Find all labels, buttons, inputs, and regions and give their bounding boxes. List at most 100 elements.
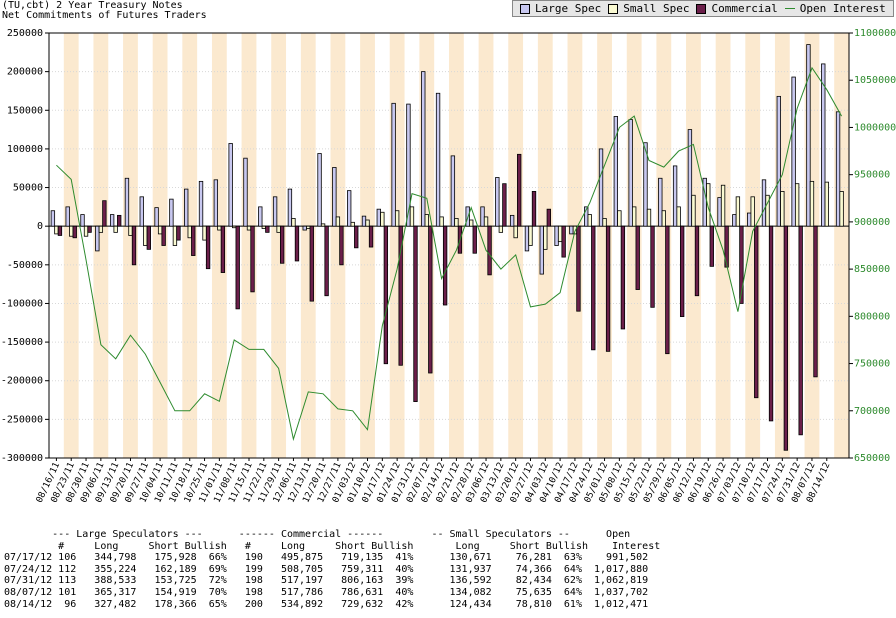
bar-small-spec <box>498 225 504 233</box>
bar-small-spec <box>469 219 474 227</box>
bar-commercial <box>398 225 403 366</box>
bar-large-spec <box>361 215 367 227</box>
bar-large-spec <box>243 157 248 227</box>
background-band <box>93 33 109 458</box>
bar-small-spec <box>439 216 444 227</box>
bar-small-spec <box>320 223 326 227</box>
bar-small-spec <box>794 183 800 227</box>
bar-commercial <box>294 225 300 262</box>
bar-large-spec <box>554 225 559 246</box>
bar-small-spec <box>113 225 118 233</box>
bar-large-spec <box>539 225 544 275</box>
y-right-tick-label: 1100000 <box>854 28 896 39</box>
bar-small-spec <box>187 225 192 239</box>
bar-small-spec <box>276 225 281 233</box>
bar-commercial <box>605 225 611 352</box>
bar-large-spec <box>509 214 515 227</box>
bar-large-spec <box>376 208 381 227</box>
legend-large-spec: Large Spec <box>520 2 601 15</box>
bar-large-spec <box>272 196 278 227</box>
bar-large-spec <box>347 190 352 227</box>
bar-commercial <box>383 225 389 365</box>
bar-large-spec <box>776 95 781 227</box>
bar-commercial <box>191 225 196 256</box>
bar-large-spec <box>806 44 811 227</box>
bar-small-spec <box>513 225 518 239</box>
bar-small-spec <box>409 206 415 227</box>
bar-large-spec <box>139 196 144 227</box>
y-left-tick-label: 250000 <box>7 28 43 39</box>
y-right-tick-label: 650000 <box>854 453 890 464</box>
bar-small-spec <box>632 206 637 227</box>
bar-small-spec <box>69 225 74 237</box>
y-left-tick-label: 50000 <box>13 183 43 194</box>
bar-commercial <box>428 225 433 374</box>
y-left-tick-label: 100000 <box>7 144 43 155</box>
y-right-tick-label: 750000 <box>854 359 890 370</box>
table-row: 07/31/12 113 388,533 153,725 72% 198 517… <box>4 575 649 587</box>
bar-commercial <box>176 225 181 241</box>
bar-small-spec <box>750 196 755 227</box>
bar-small-spec <box>54 225 59 235</box>
line-open-interest <box>56 66 843 442</box>
y-right-tick-label: 700000 <box>854 406 890 417</box>
bar-small-spec <box>765 194 770 227</box>
bar-commercial <box>694 225 700 297</box>
chart-subtitle: Net Commitments of Futures Traders <box>2 10 207 21</box>
bar-large-spec <box>169 198 174 227</box>
bar-small-spec <box>617 210 622 227</box>
bar-small-spec <box>172 225 178 246</box>
bar-commercial <box>117 214 122 227</box>
bar-large-spec <box>80 214 85 227</box>
bar-commercial <box>635 225 640 290</box>
bar-small-spec <box>839 191 844 227</box>
bar-small-spec <box>557 225 563 243</box>
bar-commercial <box>546 208 551 227</box>
bar-small-spec <box>424 214 429 227</box>
bar-commercial <box>665 225 670 355</box>
legend-label-small-spec: Small Spec <box>623 2 690 15</box>
bar-small-spec <box>824 181 829 227</box>
bar-small-spec <box>128 225 133 236</box>
bar-small-spec <box>543 225 548 250</box>
table-header-groups: --- Large Speculators --- ------ Commerc… <box>4 529 631 540</box>
background-band <box>241 33 257 458</box>
y-left-tick-label: 0 <box>37 221 43 232</box>
bar-small-spec <box>706 183 711 227</box>
bar-commercial <box>561 225 566 258</box>
bar-small-spec <box>780 191 785 227</box>
bar-commercial <box>768 225 774 422</box>
bar-small-spec <box>157 225 163 235</box>
bar-small-spec <box>217 225 222 231</box>
y-right-tick-label: 850000 <box>854 264 890 275</box>
chart-title: (TU,cbt) 2 Year Treasury Notes <box>2 0 183 11</box>
bar-commercial <box>87 225 92 233</box>
bar-large-spec <box>50 210 56 227</box>
background-band <box>478 33 494 458</box>
y-right-tick-label: 1050000 <box>854 75 896 86</box>
bar-small-spec <box>261 225 266 229</box>
bar-commercial <box>72 225 77 239</box>
y-left-tick-label: -250000 <box>1 414 43 425</box>
bar-large-spec <box>124 177 130 227</box>
bar-large-spec <box>480 206 485 227</box>
bar-small-spec <box>646 208 652 227</box>
bar-small-spec <box>98 225 104 233</box>
bar-small-spec <box>483 216 489 227</box>
y-left-tick-label: -100000 <box>1 298 43 309</box>
bar-small-spec <box>83 225 89 237</box>
background-band <box>300 33 316 458</box>
bar-commercial <box>413 225 418 402</box>
bar-large-spec <box>435 92 441 227</box>
bar-commercial <box>220 225 226 273</box>
table-row: 07/24/12 112 355,224 162,189 69% 199 508… <box>4 563 649 575</box>
chart-plot: 250000 200000 150000 100000 50000 0 -50000 -100… <box>1 28 896 505</box>
bar-large-spec <box>198 180 204 227</box>
bar-small-spec <box>350 221 355 227</box>
bar-commercial <box>161 225 166 246</box>
bar-commercial <box>250 225 255 293</box>
background-band <box>182 33 198 458</box>
bar-small-spec <box>720 184 726 227</box>
bar-small-spec <box>380 211 385 227</box>
background-band <box>123 33 138 458</box>
